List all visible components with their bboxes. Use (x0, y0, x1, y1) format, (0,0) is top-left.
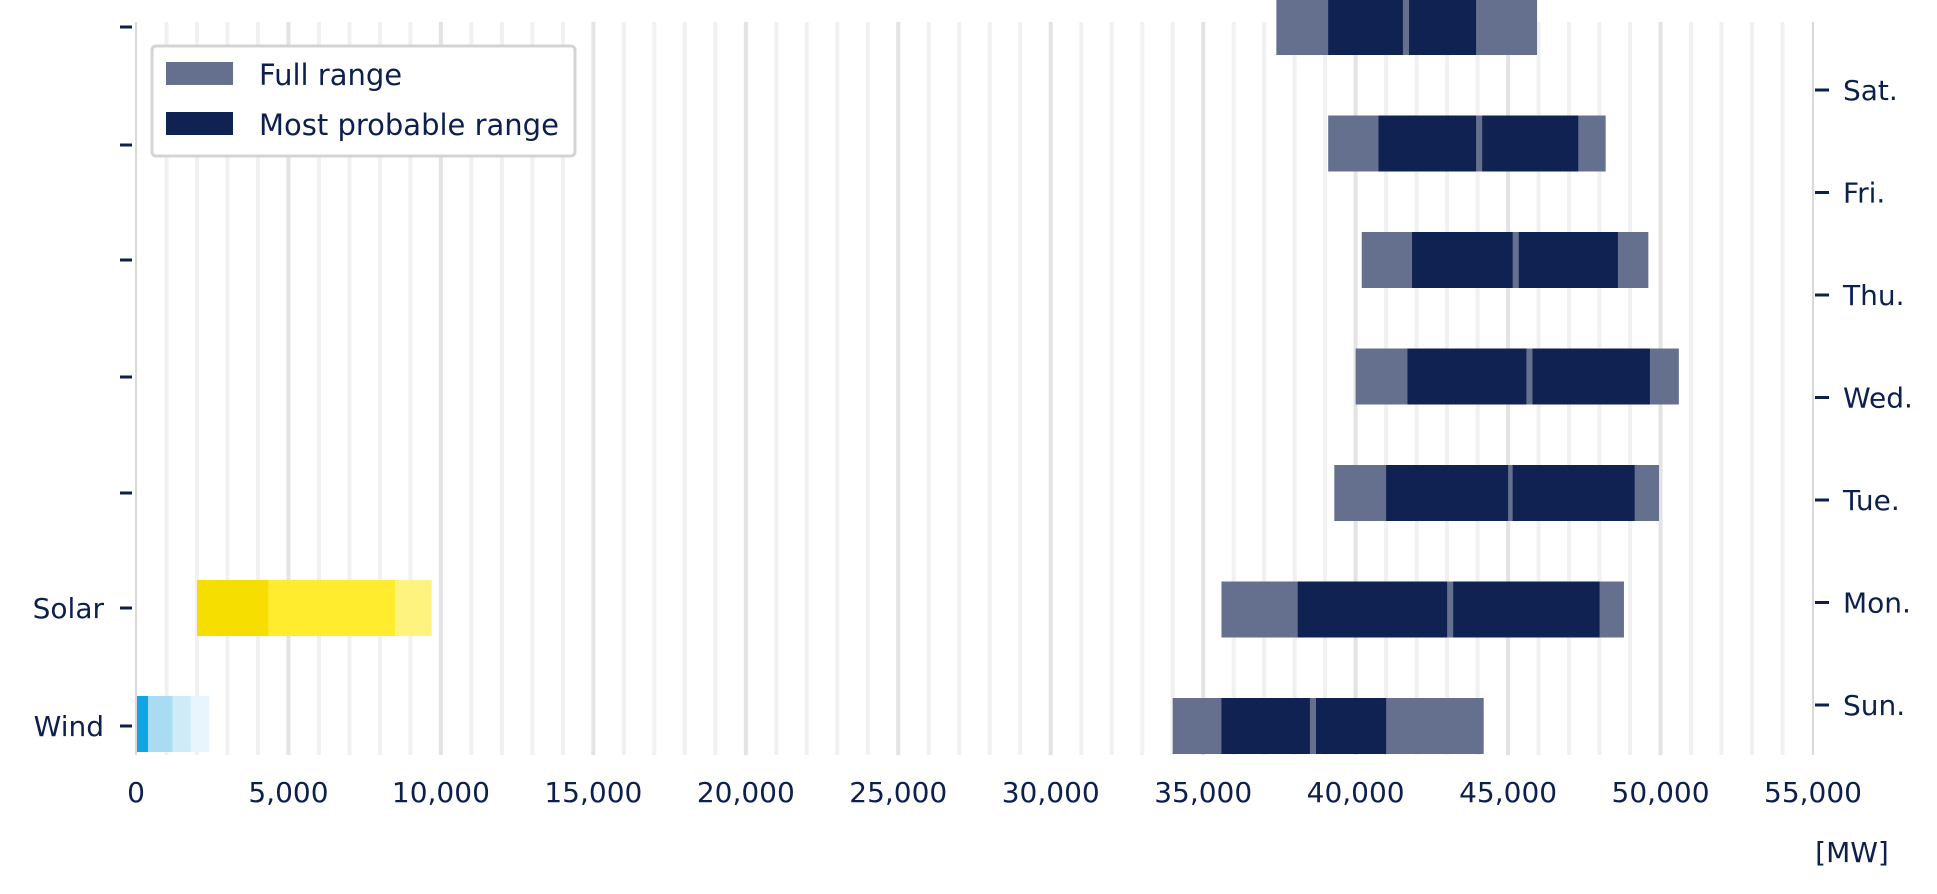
most-probable-bar (1518, 232, 1618, 288)
x-tick-label: 25,000 (849, 776, 947, 809)
most-probable-bar (1407, 348, 1527, 405)
right-axis-label: Thu. (1842, 279, 1905, 312)
bars (136, 0, 1679, 754)
x-tick-label: 0 (127, 776, 145, 809)
wind-bar-segment (136, 696, 149, 752)
right-axis-label: Sat. (1843, 74, 1898, 107)
unit-label: [MW] (1815, 836, 1889, 869)
legend-swatch-most-probable (166, 112, 233, 135)
full-range-bar (1276, 0, 1538, 55)
x-tick-label: 5,000 (248, 776, 328, 809)
wind-bar-segment (172, 696, 191, 752)
x-tick-label: 15,000 (544, 776, 642, 809)
x-tick-label: 35,000 (1154, 776, 1252, 809)
x-tick-label: 55,000 (1764, 776, 1862, 809)
wind-bar-segment (148, 696, 173, 752)
x-tick-label: 50,000 (1612, 776, 1710, 809)
solar-bar-segment (395, 580, 432, 636)
most-probable-bar (1412, 232, 1513, 288)
legend: Full range Most probable range (150, 44, 577, 158)
x-tick-label: 10,000 (392, 776, 490, 809)
most-probable-bar (1453, 581, 1600, 638)
legend-frame (150, 44, 577, 158)
solar-bar-segment (196, 580, 269, 636)
most-probable-bar (1386, 465, 1509, 521)
x-tick-label: 40,000 (1307, 776, 1405, 809)
right-axis-label: Wed. (1843, 382, 1913, 415)
most-probable-bar (1378, 115, 1477, 172)
left-axis-label: Solar (33, 592, 105, 625)
right-axis-label: Fri. (1843, 177, 1885, 210)
most-probable-bar (1532, 348, 1650, 405)
most-probable-bar (1328, 0, 1403, 55)
legend-swatch-full-range (166, 62, 233, 85)
wind-bar-segment (190, 696, 210, 752)
legend-label-full-range: Full range (259, 58, 402, 92)
most-probable-bar (1482, 115, 1579, 172)
x-tick-label: 45,000 (1459, 776, 1557, 809)
x-tick-label: 20,000 (697, 776, 795, 809)
legend-label-most-probable: Most probable range (259, 108, 559, 142)
most-probable-bar (1297, 581, 1448, 638)
axis-labels: 0 5,000 10,000 15,000 20,000 25,000 30,000 35,0… (33, 25, 1913, 809)
left-axis-label: Wind (34, 710, 104, 743)
right-axis-label: Sun. (1843, 689, 1905, 722)
most-probable-bar (1315, 698, 1387, 754)
right-axis-label: Mon. (1843, 587, 1911, 620)
right-axis-label: Tue. (1842, 484, 1900, 517)
solar-bar-segment (268, 580, 396, 636)
most-probable-bar (1221, 698, 1310, 754)
most-probable-bar (1512, 465, 1635, 521)
axes (135, 22, 1814, 755)
most-probable-bar (1408, 0, 1477, 55)
x-tick-label: 30,000 (1002, 776, 1100, 809)
